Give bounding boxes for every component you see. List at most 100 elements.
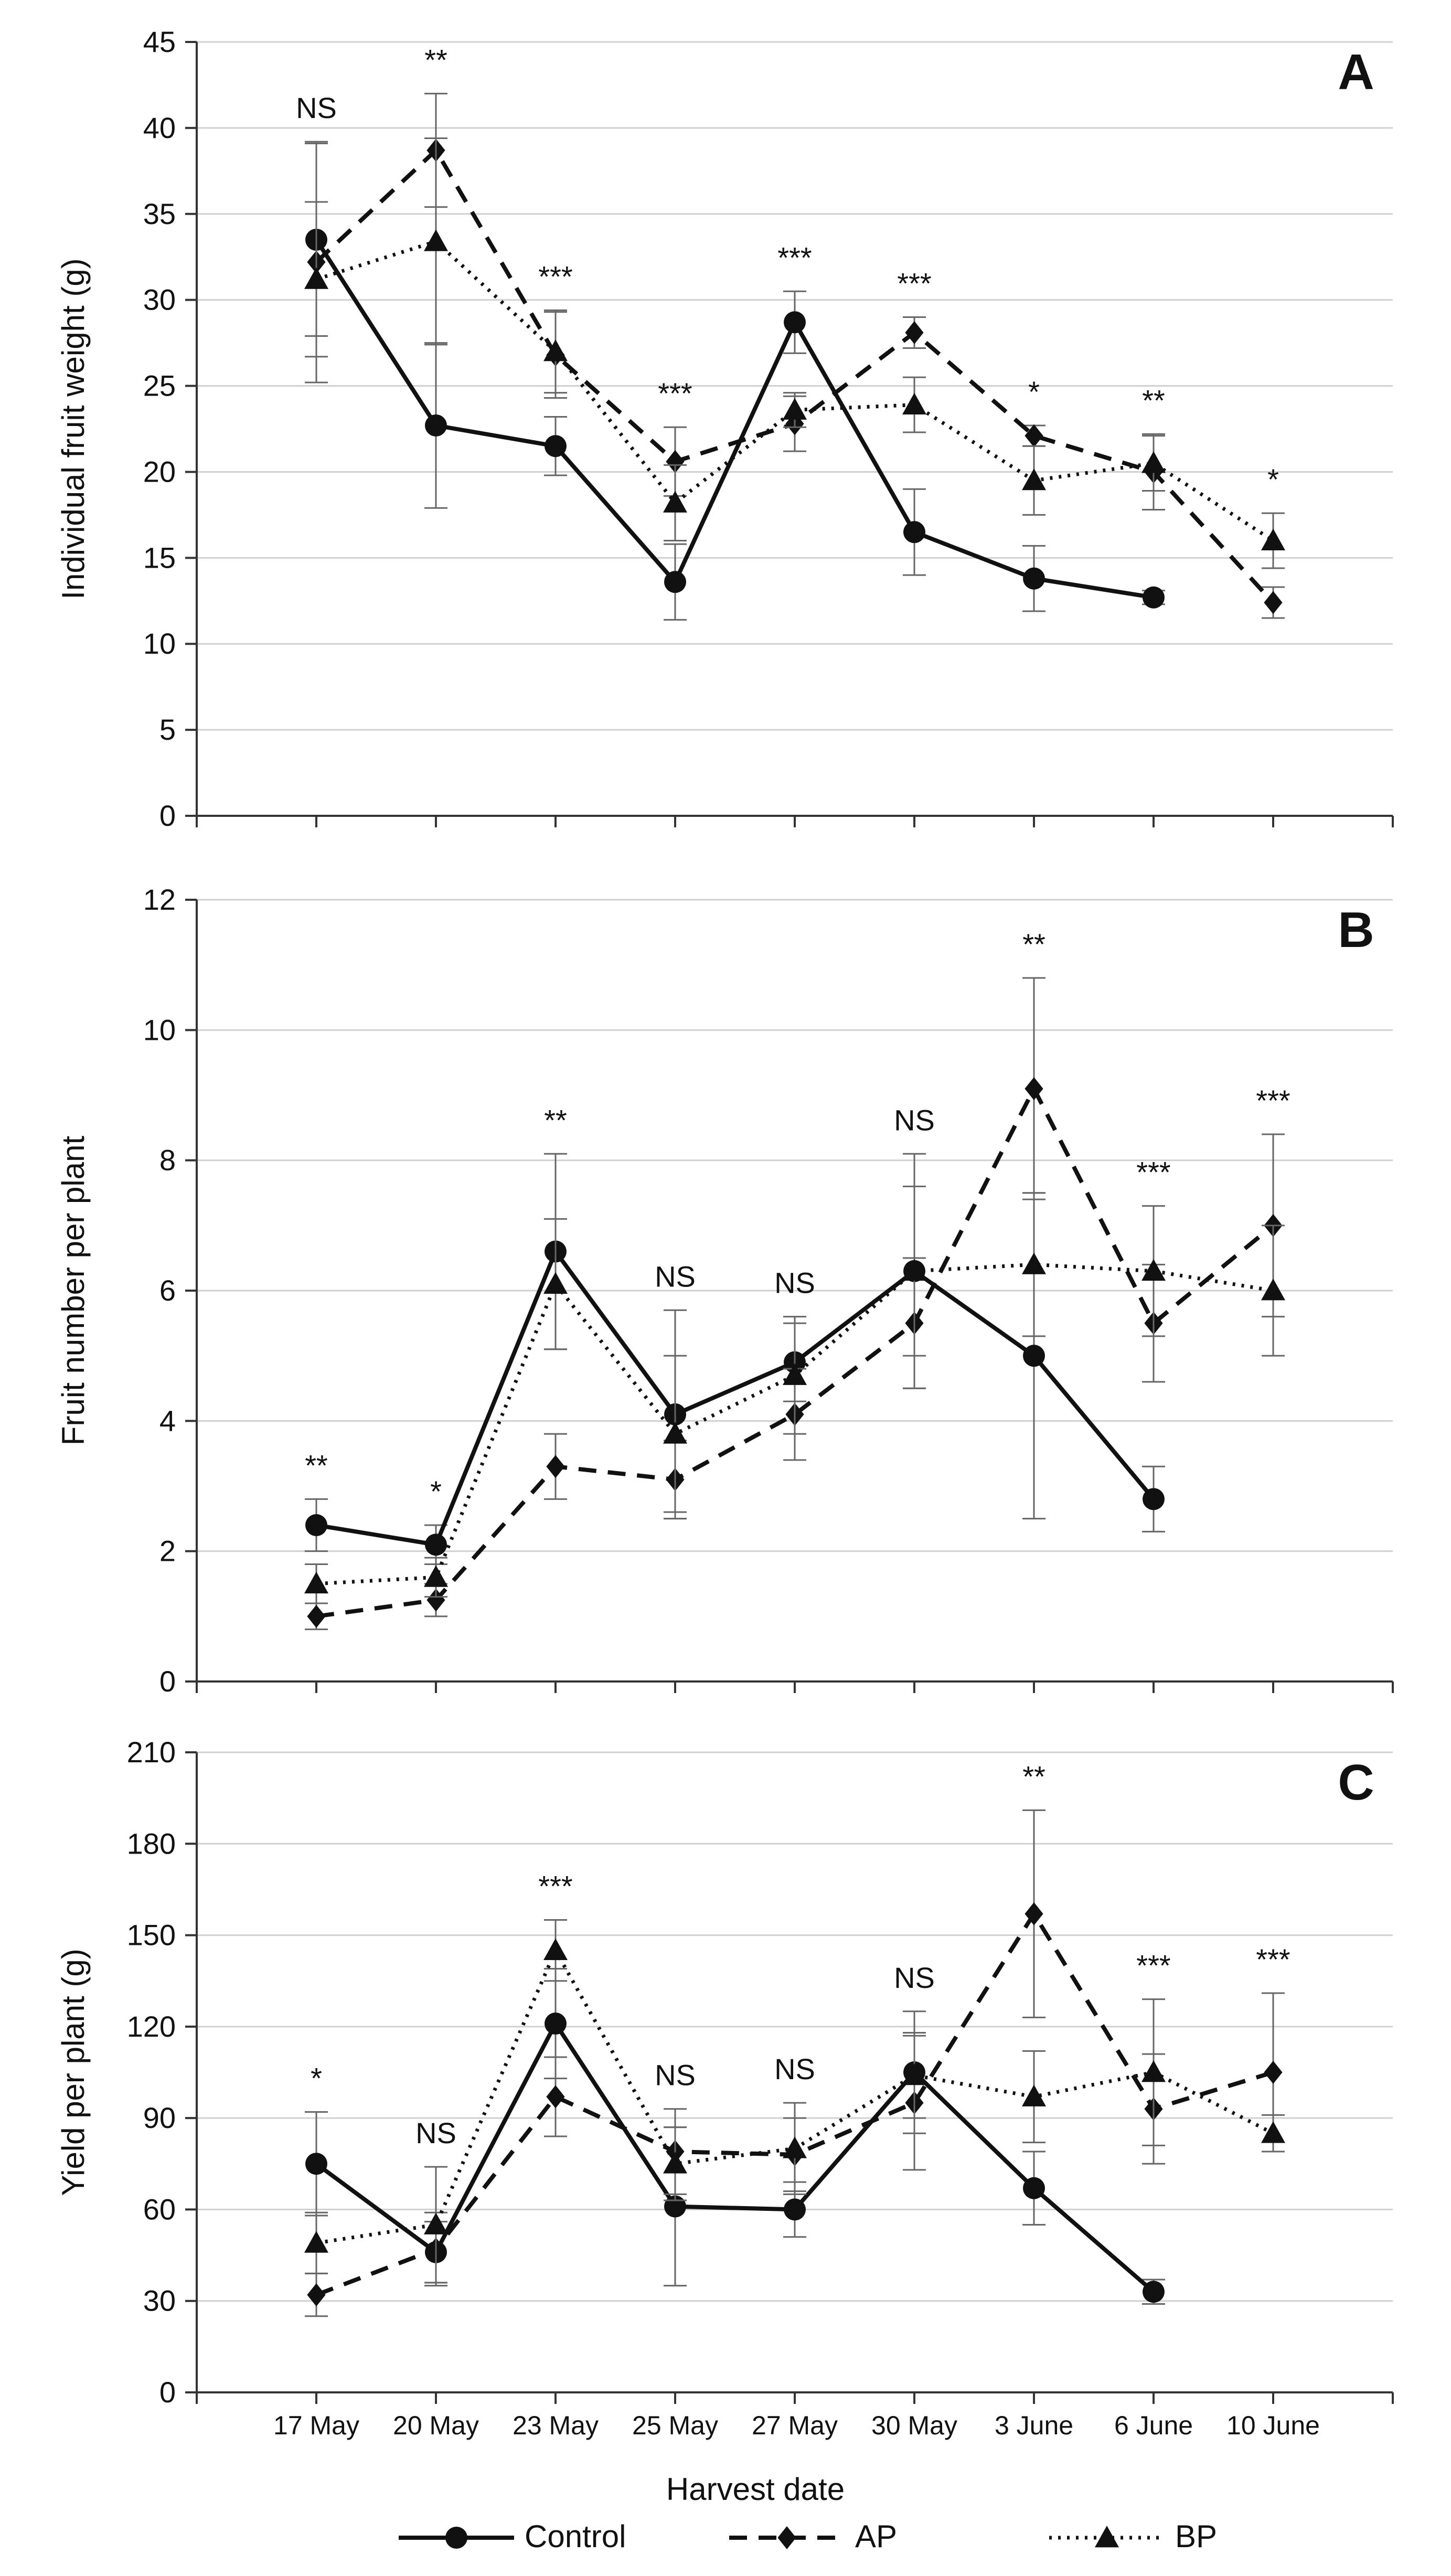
data-point (663, 1422, 687, 1444)
data-point (305, 1514, 327, 1536)
y-tick-label: 15 (143, 541, 176, 574)
data-point (545, 435, 567, 457)
data-point (1141, 1259, 1166, 1281)
significance-label: ** (1022, 1760, 1045, 1793)
x-tick-label: 30 May (871, 2411, 957, 2440)
y-tick-label: 210 (127, 1736, 176, 1769)
legend-label: AP (855, 2519, 897, 2554)
y-tick-label: 0 (159, 1665, 176, 1698)
data-point (783, 1363, 807, 1385)
data-point (784, 2198, 806, 2221)
y-tick-label: 25 (143, 369, 176, 402)
data-point (1264, 591, 1283, 614)
series-control (305, 142, 1165, 621)
data-point (664, 571, 686, 593)
data-point (543, 339, 568, 361)
y-tick-label: 5 (159, 713, 176, 746)
series-bp (304, 1185, 1285, 1604)
data-point (1023, 1345, 1045, 1367)
data-point (546, 1455, 565, 1478)
x-tick-label: 20 May (393, 2411, 479, 2440)
legend-item-ap: AP (729, 2519, 897, 2554)
data-point (666, 450, 685, 473)
data-point (783, 398, 807, 420)
y-tick-label: 35 (143, 197, 176, 230)
data-point (663, 491, 687, 513)
data-point (1025, 1077, 1043, 1101)
series-bp (304, 1919, 1285, 2284)
series-ap (305, 977, 1285, 1631)
significance-label: NS (655, 2059, 696, 2092)
data-point (1261, 1279, 1285, 1301)
significance-label: ** (544, 1103, 567, 1136)
data-point (304, 2231, 328, 2253)
chart-panel-a: 0 5 10 15 20 25 30 35 40 45 Individual fruit weigh… (56, 25, 1394, 832)
data-point (902, 2063, 926, 2085)
data-point (1025, 424, 1043, 448)
series-line (314, 238, 1154, 600)
data-point (1143, 1488, 1165, 1510)
data-point (545, 2013, 567, 2035)
data-point (543, 1272, 568, 1294)
data-point (424, 1565, 448, 1587)
legend-marker (1095, 2526, 1119, 2548)
data-point (1141, 451, 1166, 473)
data-point (1022, 1252, 1046, 1274)
significance-label: * (311, 2062, 322, 2095)
chart-panel-c: 0 30 60 90 120 150 180 210 17 May 20 May 23 May 25 … (56, 1736, 1394, 2440)
data-point (1143, 586, 1165, 609)
significance-label: ** (1142, 384, 1165, 417)
data-point (425, 414, 447, 437)
series-line (315, 2021, 1155, 2294)
significance-label: *** (897, 267, 931, 300)
y-tick-label: 180 (127, 1827, 176, 1860)
data-point (784, 311, 806, 334)
y-tick-label: 120 (127, 2010, 176, 2043)
data-point (424, 2212, 448, 2234)
data-point (307, 1604, 326, 1628)
data-point (1143, 2281, 1165, 2303)
y-tick-label: 30 (143, 2284, 176, 2317)
legend-marker (777, 2526, 796, 2549)
y-tick-label: 30 (143, 283, 176, 316)
significance-label: * (430, 1475, 442, 1508)
significance-label: *** (777, 241, 812, 274)
legend-item-bp: BP (1049, 2519, 1217, 2554)
significance-label: ** (305, 1449, 328, 1482)
x-tick-label: 23 May (513, 2411, 599, 2440)
series-line (316, 1087, 1275, 1619)
data-point (663, 2152, 687, 2174)
data-point (425, 1534, 447, 1556)
data-point (1023, 2177, 1045, 2199)
data-point (546, 2085, 565, 2109)
y-axis-title: Individual fruit weight (g) (56, 258, 91, 599)
panel-label: B (1338, 902, 1374, 958)
data-point (1025, 1902, 1043, 1925)
data-point (1261, 528, 1285, 550)
data-point (1141, 2060, 1166, 2082)
panel-label: A (1338, 44, 1374, 100)
significance-label: *** (538, 260, 572, 293)
series-line (315, 148, 1275, 604)
legend: Control AP BP (399, 2519, 1217, 2554)
legend-label: Control (525, 2519, 626, 2554)
y-tick-label: 8 (159, 1144, 176, 1177)
data-point (1023, 567, 1045, 590)
series-bp (304, 137, 1285, 569)
data-point (1022, 468, 1046, 491)
y-tick-label: 150 (127, 1919, 176, 1952)
y-tick-label: 45 (143, 25, 176, 58)
data-point (426, 1588, 445, 1612)
x-tick-label: 10 June (1226, 2411, 1320, 2440)
data-point (902, 392, 926, 415)
y-tick-label: 10 (143, 627, 176, 660)
significance-label: *** (1136, 1156, 1170, 1189)
y-tick-label: 12 (143, 883, 176, 916)
significance-label: * (1267, 463, 1279, 496)
y-tick-label: 4 (159, 1404, 176, 1437)
data-point (783, 2136, 807, 2158)
y-tick-label: 2 (159, 1535, 176, 1568)
legend-label: BP (1175, 2519, 1217, 2554)
y-tick-label: 10 (143, 1013, 176, 1046)
